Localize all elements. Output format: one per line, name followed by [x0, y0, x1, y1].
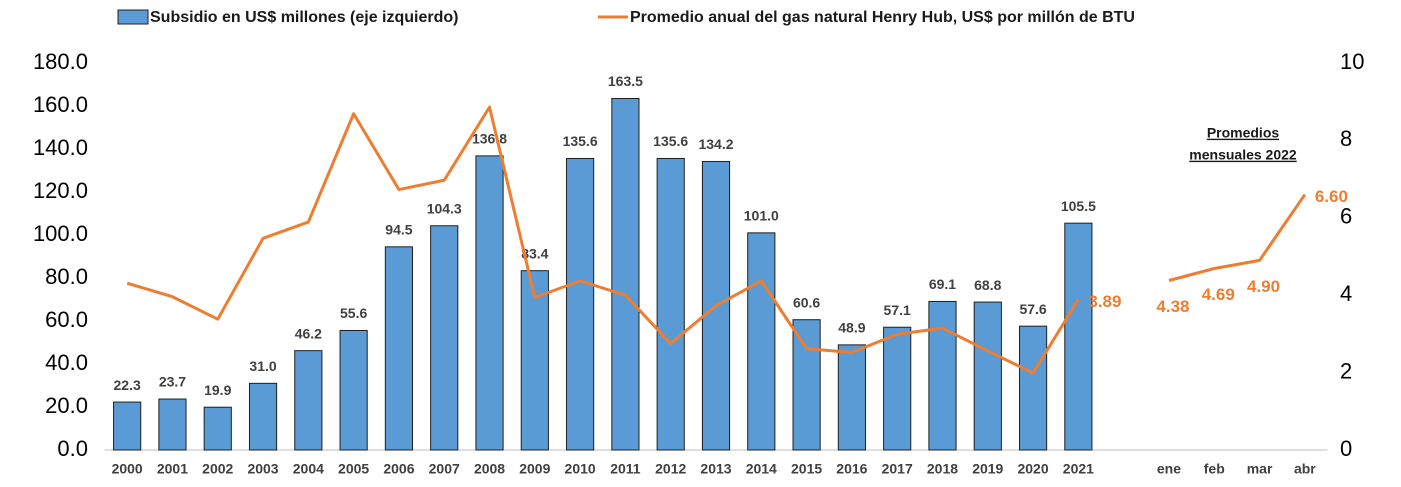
- bar-label: 101.0: [744, 208, 779, 224]
- y-tick-label: 100.0: [33, 221, 88, 246]
- y-tick-label: 80.0: [45, 264, 88, 289]
- x-tick-label: 2019: [972, 461, 1003, 477]
- x-tick-label: ene: [1157, 461, 1181, 477]
- x-tick-label: 2015: [791, 461, 822, 477]
- x-tick-label: 2017: [882, 461, 913, 477]
- bar-label: 135.6: [563, 133, 598, 149]
- bar: [158, 398, 187, 451]
- bar: [294, 350, 323, 451]
- line: [1168, 193, 1307, 282]
- bar: [339, 329, 368, 451]
- bar: [837, 344, 866, 451]
- x-tick-label: 2006: [383, 461, 414, 477]
- bar-label: 135.6: [653, 133, 688, 149]
- line: [126, 105, 1080, 375]
- bar-label: 69.1: [929, 276, 956, 292]
- bar-label: 55.6: [340, 305, 367, 321]
- x-tick-label: 2013: [700, 461, 731, 477]
- x-tick-label: 2016: [836, 461, 867, 477]
- bar-label: 19.9: [204, 382, 231, 398]
- bar-label: 163.5: [608, 73, 643, 89]
- bar: [973, 301, 1002, 451]
- annotation: mensuales 2022: [1189, 147, 1297, 163]
- bar-label: 31.0: [249, 358, 276, 374]
- bar: [611, 97, 640, 451]
- x-tick-label: 2018: [927, 461, 958, 477]
- bar: [520, 270, 549, 451]
- bar: [928, 300, 957, 451]
- y2-tick-label: 8: [1340, 126, 1352, 151]
- y-tick-label: 160.0: [33, 92, 88, 117]
- bar: [248, 382, 278, 451]
- y-tick-label: 0.0: [57, 436, 88, 461]
- x-tick-label: 2009: [519, 461, 550, 477]
- bar: [883, 326, 912, 451]
- bar-label: 83.4: [521, 245, 548, 261]
- bar: [475, 155, 504, 451]
- bar-label: 57.1: [884, 302, 911, 318]
- x-tick-label: 2007: [429, 461, 460, 477]
- bar: [430, 225, 459, 451]
- bar-label: 68.8: [974, 277, 1001, 293]
- x-tick-label: abr: [1294, 461, 1316, 477]
- bar-label: 94.5: [385, 222, 412, 238]
- line-label: 6.60: [1315, 187, 1348, 206]
- y2-tick-label: 0: [1340, 436, 1352, 461]
- bar: [1018, 325, 1048, 451]
- bar-label: 22.3: [114, 377, 141, 393]
- x-tick-label: 2021: [1063, 461, 1094, 477]
- x-tick-label: 2012: [655, 461, 686, 477]
- bar-label: 105.5: [1061, 198, 1096, 214]
- y-tick-label: 20.0: [45, 393, 88, 418]
- bar-label: 46.2: [295, 325, 322, 341]
- line-label: 4.38: [1156, 297, 1189, 316]
- x-tick-label: 2003: [247, 461, 278, 477]
- bar: [656, 157, 685, 451]
- bar-label: 104.3: [427, 200, 462, 216]
- y2-tick-label: 6: [1340, 204, 1352, 229]
- bar: [1064, 222, 1093, 451]
- legend-label: Promedio anual del gas natural Henry Hub…: [630, 9, 1135, 26]
- y-tick-label: 60.0: [45, 307, 88, 332]
- legend-label: Subsidio en US$ millones (eje izquierdo): [150, 9, 459, 26]
- x-tick-label: 2011: [610, 461, 641, 477]
- x-tick-label: 2005: [338, 461, 369, 477]
- bar-label: 48.9: [838, 320, 865, 336]
- legend-swatch: [117, 9, 149, 25]
- x-tick-label: 2008: [474, 461, 505, 477]
- bar: [113, 401, 142, 451]
- bar-label: 136.8: [472, 131, 507, 147]
- bar: [384, 246, 414, 451]
- y2-tick-label: 4: [1340, 281, 1352, 306]
- x-tick-label: 2014: [746, 461, 777, 477]
- y-tick-label: 140.0: [33, 135, 88, 160]
- x-tick-label: 2001: [157, 461, 188, 477]
- bar: [203, 406, 232, 451]
- x-tick-label: 2004: [293, 461, 324, 477]
- x-tick-label: mar: [1247, 461, 1273, 477]
- bar: [792, 319, 821, 451]
- line-label: 4.69: [1202, 285, 1235, 304]
- bar-label: 23.7: [159, 374, 186, 390]
- x-tick-label: 2000: [112, 461, 143, 477]
- x-tick-label: 2010: [565, 461, 596, 477]
- bar: [566, 157, 595, 451]
- y-tick-label: 120.0: [33, 178, 88, 203]
- y2-tick-label: 10: [1340, 49, 1364, 74]
- annotation: Promedios: [1207, 125, 1280, 141]
- line-label: 4.90: [1247, 277, 1280, 296]
- x-tick-label: 2002: [202, 461, 233, 477]
- x-tick-label: feb: [1204, 461, 1225, 477]
- y2-tick-label: 2: [1340, 358, 1352, 383]
- bar-label: 134.2: [698, 136, 733, 152]
- bar: [747, 232, 776, 451]
- line-label: 3.89: [1088, 292, 1121, 311]
- x-tick-label: 2020: [1017, 461, 1048, 477]
- bar-label: 60.6: [793, 294, 820, 310]
- bar-label: 57.6: [1019, 301, 1046, 317]
- y-tick-label: 40.0: [45, 350, 88, 375]
- y-tick-label: 180.0: [33, 49, 88, 74]
